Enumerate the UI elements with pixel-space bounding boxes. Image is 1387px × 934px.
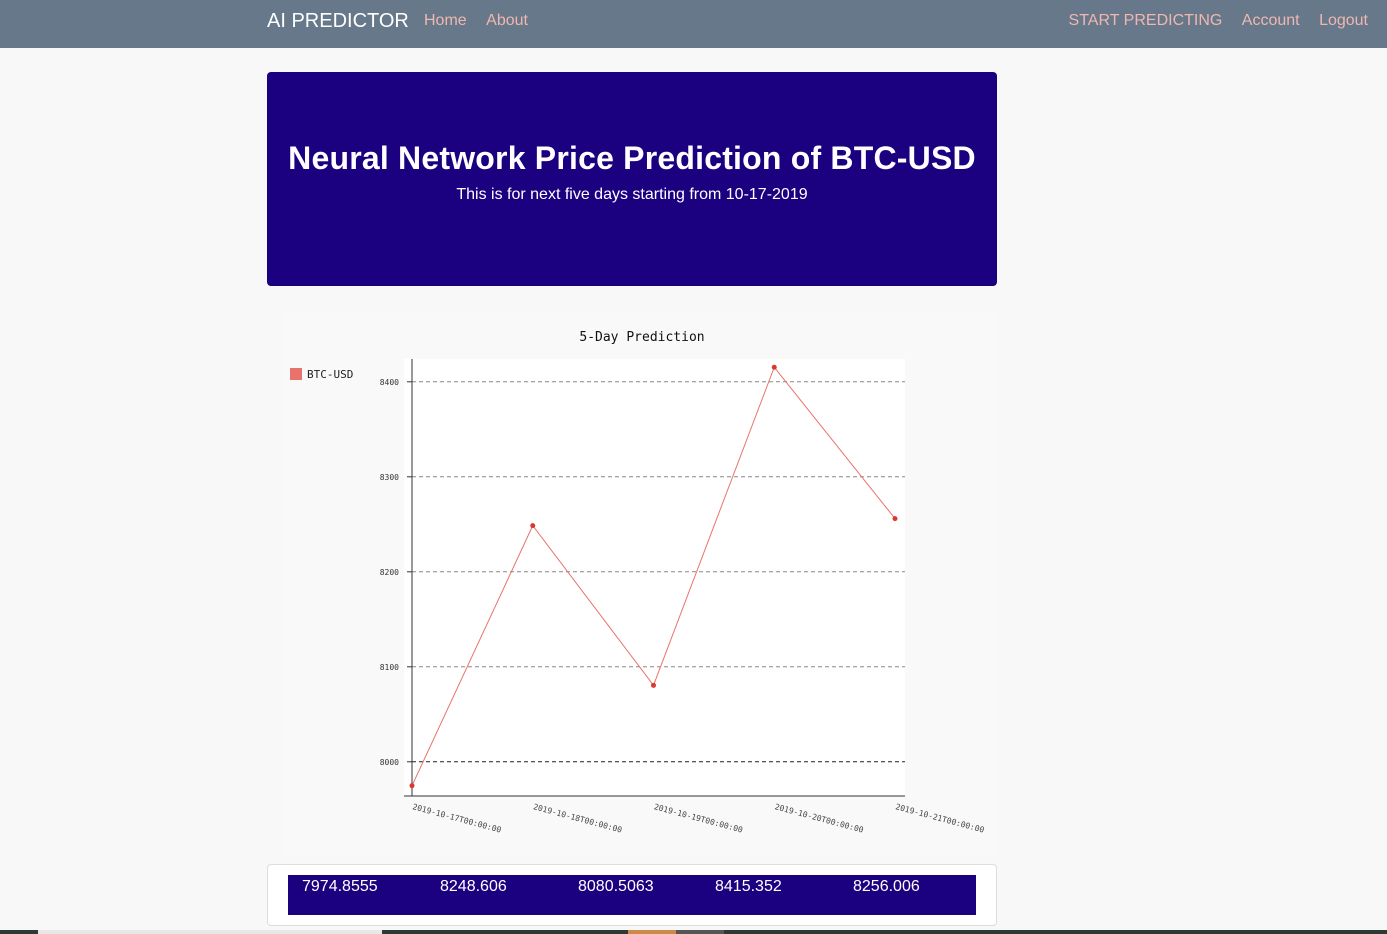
y-tick-label: 8300 (380, 473, 399, 482)
chart-svg: 5-Day Prediction BTC-USD 8000 8100 8200 830… (290, 330, 985, 835)
nav-start-predicting-link[interactable]: START PREDICTING (1068, 12, 1223, 29)
data-point (892, 516, 898, 522)
nav-left: Home About (424, 12, 543, 30)
prediction-chart: 5-Day Prediction BTC-USD 8000 8100 8200 830… (284, 312, 997, 857)
y-tick-label: 8400 (380, 378, 399, 387)
x-tick-label: 2019-10-18T00:00:00 (532, 802, 623, 834)
data-point (409, 783, 415, 789)
top-navbar: AI PREDICTOR Home About START PREDICTING… (0, 0, 1387, 48)
taskbar-segment (628, 930, 676, 934)
prediction-value-day2: 8248.606 (440, 878, 507, 895)
series-btc-usd (409, 364, 898, 789)
chart-title: 5-Day Prediction (579, 330, 704, 345)
x-tick-label: 2019-10-20T00:00:00 (774, 802, 865, 834)
prediction-value-day1: 7974.8555 (302, 878, 378, 895)
prediction-table-card: 7974.8555 8248.606 8080.5063 8415.352 82… (267, 864, 997, 926)
hero-title: Neural Network Price Prediction of BTC-U… (288, 140, 976, 176)
nav-right: START PREDICTING Account Logout (1069, 12, 1368, 30)
prediction-value-day5: 8256.006 (853, 878, 920, 895)
x-axis-ticks: 2019-10-17T00:00:00 2019-10-18T00:00:00 20… (411, 802, 985, 834)
prediction-table-row: 7974.8555 8248.606 8080.5063 8415.352 82… (288, 875, 976, 915)
data-point (651, 682, 656, 688)
plot-area (404, 359, 905, 796)
legend-swatch (290, 368, 302, 380)
x-tick-label: 2019-10-21T00:00:00 (894, 802, 985, 834)
x-tick-label: 2019-10-19T00:00:00 (653, 802, 744, 834)
hero-subtitle: This is for next five days starting from… (456, 186, 808, 203)
nav-logout-link[interactable]: Logout (1319, 12, 1368, 29)
hero-banner: Neural Network Price Prediction of BTC-U… (267, 72, 997, 286)
taskbar-segment (38, 930, 382, 934)
y-axis-ticks: 8000 8100 8200 8300 8400 (380, 378, 412, 767)
x-tick-label: 2019-10-17T00:00:00 (411, 802, 502, 834)
data-point (530, 523, 536, 529)
data-point (771, 364, 777, 370)
nav-account-link[interactable]: Account (1241, 12, 1300, 29)
y-tick-label: 8000 (380, 758, 399, 767)
prediction-value-day4: 8415.352 (715, 878, 782, 895)
taskbar-segment (676, 930, 724, 934)
y-tick-label: 8200 (380, 568, 399, 577)
grid-lines (412, 381, 905, 763)
nav-about-link[interactable]: About (486, 12, 528, 29)
legend-label: BTC-USD (307, 368, 353, 381)
brand-link[interactable]: AI PREDICTOR (267, 10, 409, 32)
y-tick-label: 8100 (380, 663, 399, 672)
prediction-value-day3: 8080.5063 (578, 878, 654, 895)
nav-home-link[interactable]: Home (424, 12, 467, 29)
